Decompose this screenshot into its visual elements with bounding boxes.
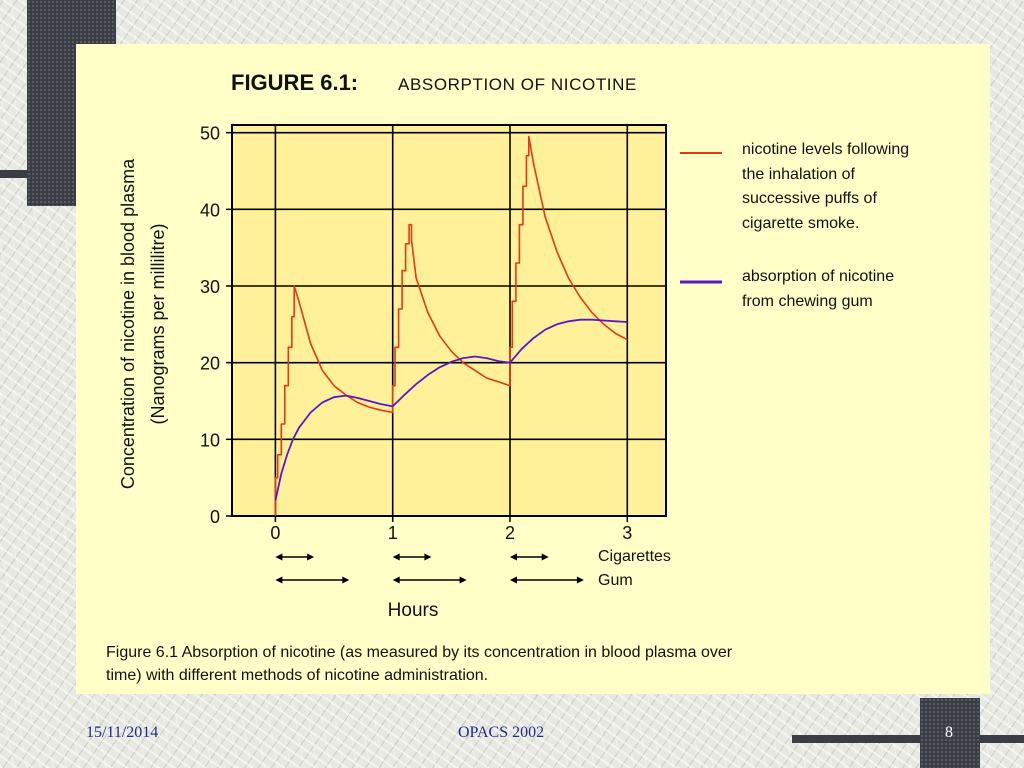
gum-interval-2-arrow-right xyxy=(576,576,584,584)
series-line-gum xyxy=(274,318,628,501)
footer-date: 15/11/2014 xyxy=(86,724,159,741)
gum-interval-1 xyxy=(392,576,467,584)
gum-interval-1-arrow-left xyxy=(392,576,400,584)
y-tick-label-0: 0 xyxy=(210,507,220,527)
cigarette-interval-2 xyxy=(509,553,549,561)
legend-label-gum: absorption of nicotine from chewing gum xyxy=(742,268,899,310)
administration-intervals xyxy=(275,553,584,584)
cigarette-interval-2-arrow-left xyxy=(509,553,517,561)
gum-interval-0-arrow-left xyxy=(275,576,283,584)
cigarette-interval-1-arrow-right xyxy=(424,553,432,561)
decorative-rule-left xyxy=(0,170,27,178)
y-axis-label-line2: (Nanograms per millilitre) xyxy=(148,223,168,424)
y-tick-label-10: 10 xyxy=(200,430,220,450)
x-tick-label-0: 0 xyxy=(270,523,280,543)
cigarettes-row-label: Cigarettes xyxy=(598,548,671,565)
gum-interval-0 xyxy=(275,576,350,584)
page-number: 8 xyxy=(945,724,953,741)
slide-content: FIGURE 6.1: ABSORPTION OF NICOTINE 0 10 20… xyxy=(76,44,990,694)
figure-heading-rest: ABSORPTION OF NICOTINE xyxy=(398,75,637,94)
x-axis-ticks: 0 1 2 3 xyxy=(270,516,632,543)
gum-interval-2-arrow-left xyxy=(509,576,517,584)
caption-line2: time) with different methods of nicotine… xyxy=(106,667,488,684)
cigarette-interval-2-arrow-right xyxy=(541,553,549,561)
y-tick-label-20: 20 xyxy=(200,354,220,374)
page-number-block xyxy=(920,698,980,768)
x-tick-label-1: 1 xyxy=(388,523,398,543)
figure-heading-bold: FIGURE 6.1: xyxy=(231,70,358,95)
series-layer xyxy=(274,135,628,516)
y-tick-label-30: 30 xyxy=(200,277,220,297)
y-axis-label-line1: Concentration of nicotine in blood plasm… xyxy=(118,158,138,489)
cigarette-interval-1 xyxy=(392,553,432,561)
x-axis-label: Hours xyxy=(388,600,439,621)
gum-interval-2 xyxy=(509,576,584,584)
decorative-rule-bottom xyxy=(792,735,1024,743)
x-tick-label-3: 3 xyxy=(622,523,632,543)
cigarette-interval-0-arrow-left xyxy=(275,553,283,561)
y-tick-label-40: 40 xyxy=(200,200,220,220)
legend: nicotine levels following the inhalation… xyxy=(680,141,914,310)
legend-cigarette-line1: nicotine levels following xyxy=(742,141,909,158)
x-tick-label-2: 2 xyxy=(505,523,515,543)
legend-gum-line2: from chewing gum xyxy=(742,293,873,310)
gum-interval-0-arrow-right xyxy=(342,576,350,584)
legend-cigarette-line3: successive puffs of xyxy=(742,190,877,207)
figure-caption: Figure 6.1 Absorption of nicotine (as me… xyxy=(106,644,737,684)
cigarette-interval-1-arrow-left xyxy=(392,553,400,561)
y-tick-label-50: 50 xyxy=(200,124,220,144)
gum-row-label: Gum xyxy=(598,572,633,589)
nicotine-chart: FIGURE 6.1: ABSORPTION OF NICOTINE 01020… xyxy=(106,70,914,684)
y-axis-label: Concentration of nicotine in blood plasm… xyxy=(118,158,168,489)
cigarette-interval-0 xyxy=(275,553,315,561)
legend-label-cigarette: nicotine levels following the inhalation… xyxy=(742,141,914,232)
cigarette-interval-0-arrow-right xyxy=(307,553,315,561)
grid-lines xyxy=(232,125,666,516)
gum-interval-1-arrow-right xyxy=(459,576,467,584)
legend-cigarette-line2: the inhalation of xyxy=(742,166,856,183)
y-axis-ticks: 0 10 20 30 40 50 xyxy=(200,124,232,527)
legend-gum-line1: absorption of nicotine xyxy=(742,268,894,285)
caption-line1: Figure 6.1 Absorption of nicotine (as me… xyxy=(106,644,733,661)
series-line-cigarette xyxy=(274,135,628,516)
footer-title: OPACS 2002 xyxy=(458,724,545,741)
legend-cigarette-line4: cigarette smoke. xyxy=(742,215,859,232)
